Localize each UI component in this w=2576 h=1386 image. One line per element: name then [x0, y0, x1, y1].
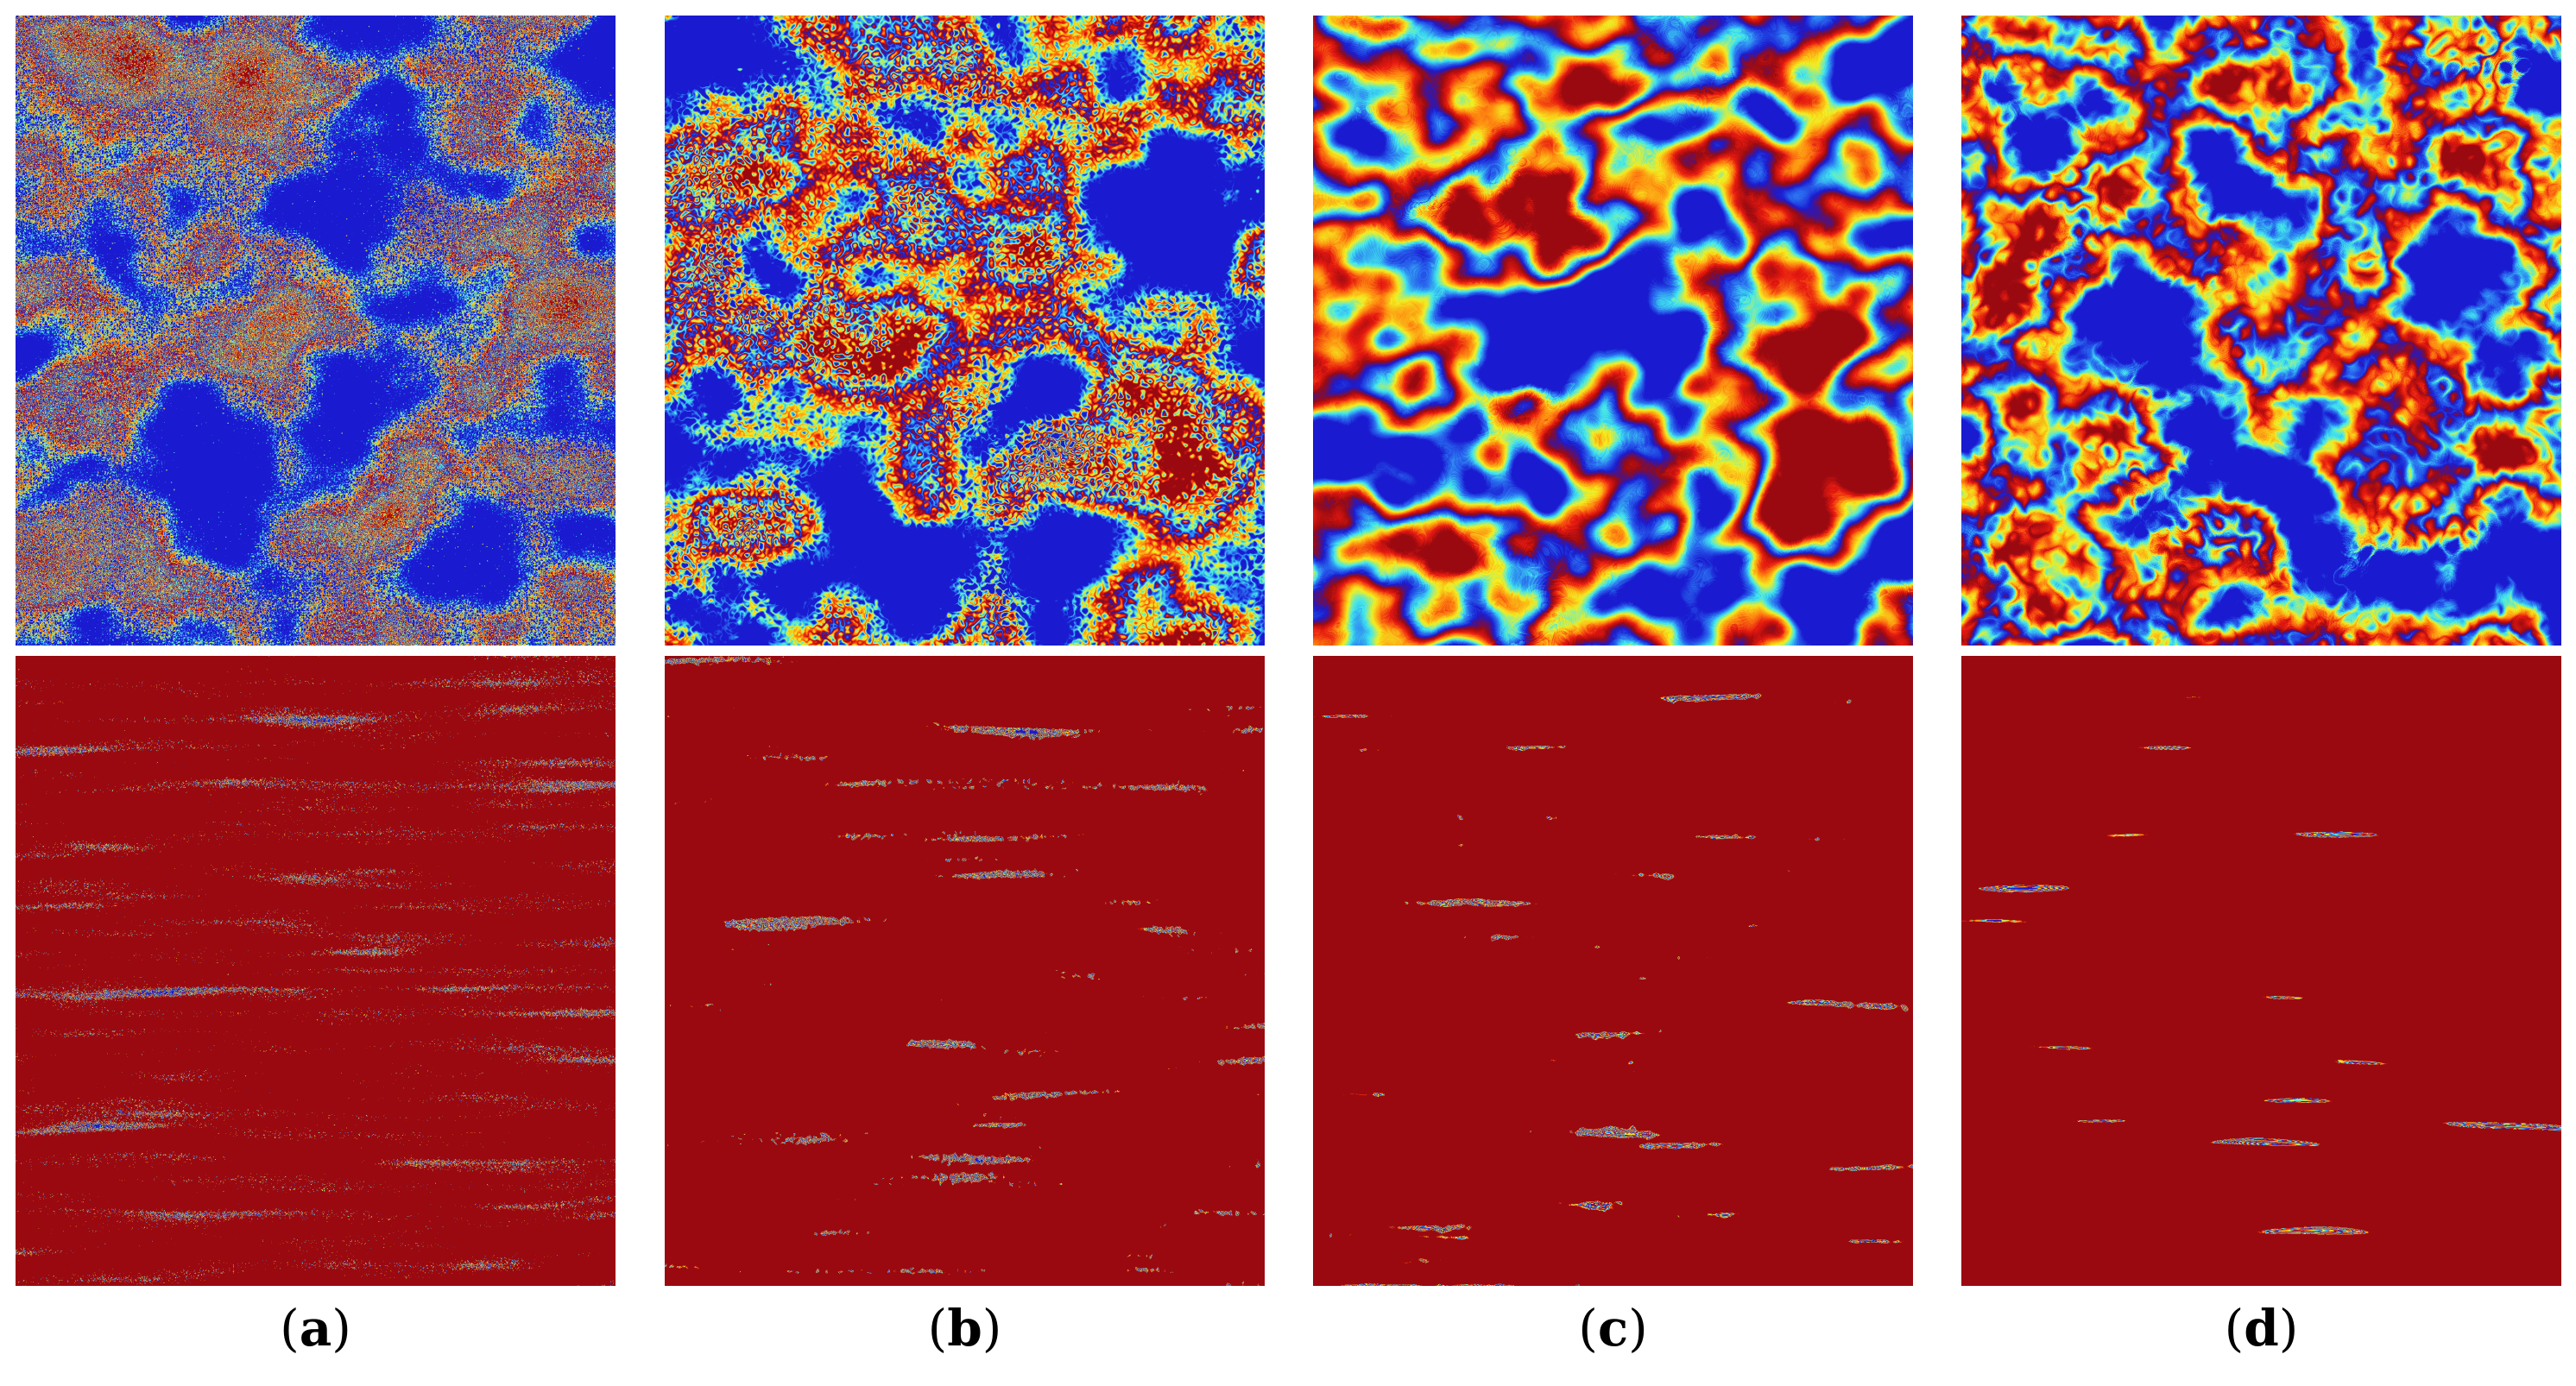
phase-field — [665, 656, 1265, 1286]
panel-c-bottom — [1313, 656, 1913, 1286]
phase-field — [16, 16, 616, 646]
caption-b: (b) — [927, 1299, 1002, 1358]
panel-b-bottom — [665, 656, 1265, 1286]
phase-field — [1313, 16, 1913, 646]
phase-texture — [665, 656, 1265, 1286]
phase-field — [1313, 656, 1913, 1286]
phase-texture — [16, 16, 616, 646]
phase-texture — [16, 656, 616, 1286]
caption-a: (a) — [280, 1299, 351, 1358]
caption-a-label: a — [299, 1299, 332, 1358]
caption-d-label: d — [2244, 1299, 2279, 1358]
phase-texture — [1961, 16, 2561, 646]
panel-c-top — [1313, 16, 1913, 646]
phase-texture — [1313, 656, 1913, 1286]
phase-field — [1961, 16, 2561, 646]
panel-a-top — [16, 16, 616, 646]
phase-texture — [1961, 656, 2561, 1286]
panel-d-bottom — [1961, 656, 2561, 1286]
panel-d-top — [1961, 16, 2561, 646]
caption-c-label: c — [1597, 1299, 1629, 1358]
phase-field — [1961, 656, 2561, 1286]
phase-texture — [665, 16, 1265, 646]
panel-a-bottom — [16, 656, 616, 1286]
panel-b-top — [665, 16, 1265, 646]
caption-b-label: b — [947, 1299, 982, 1358]
phase-texture — [1313, 16, 1913, 646]
phase-field — [665, 16, 1265, 646]
caption-c: (c) — [1578, 1299, 1648, 1358]
caption-d: (d) — [2224, 1299, 2299, 1358]
phase-field — [16, 656, 616, 1286]
